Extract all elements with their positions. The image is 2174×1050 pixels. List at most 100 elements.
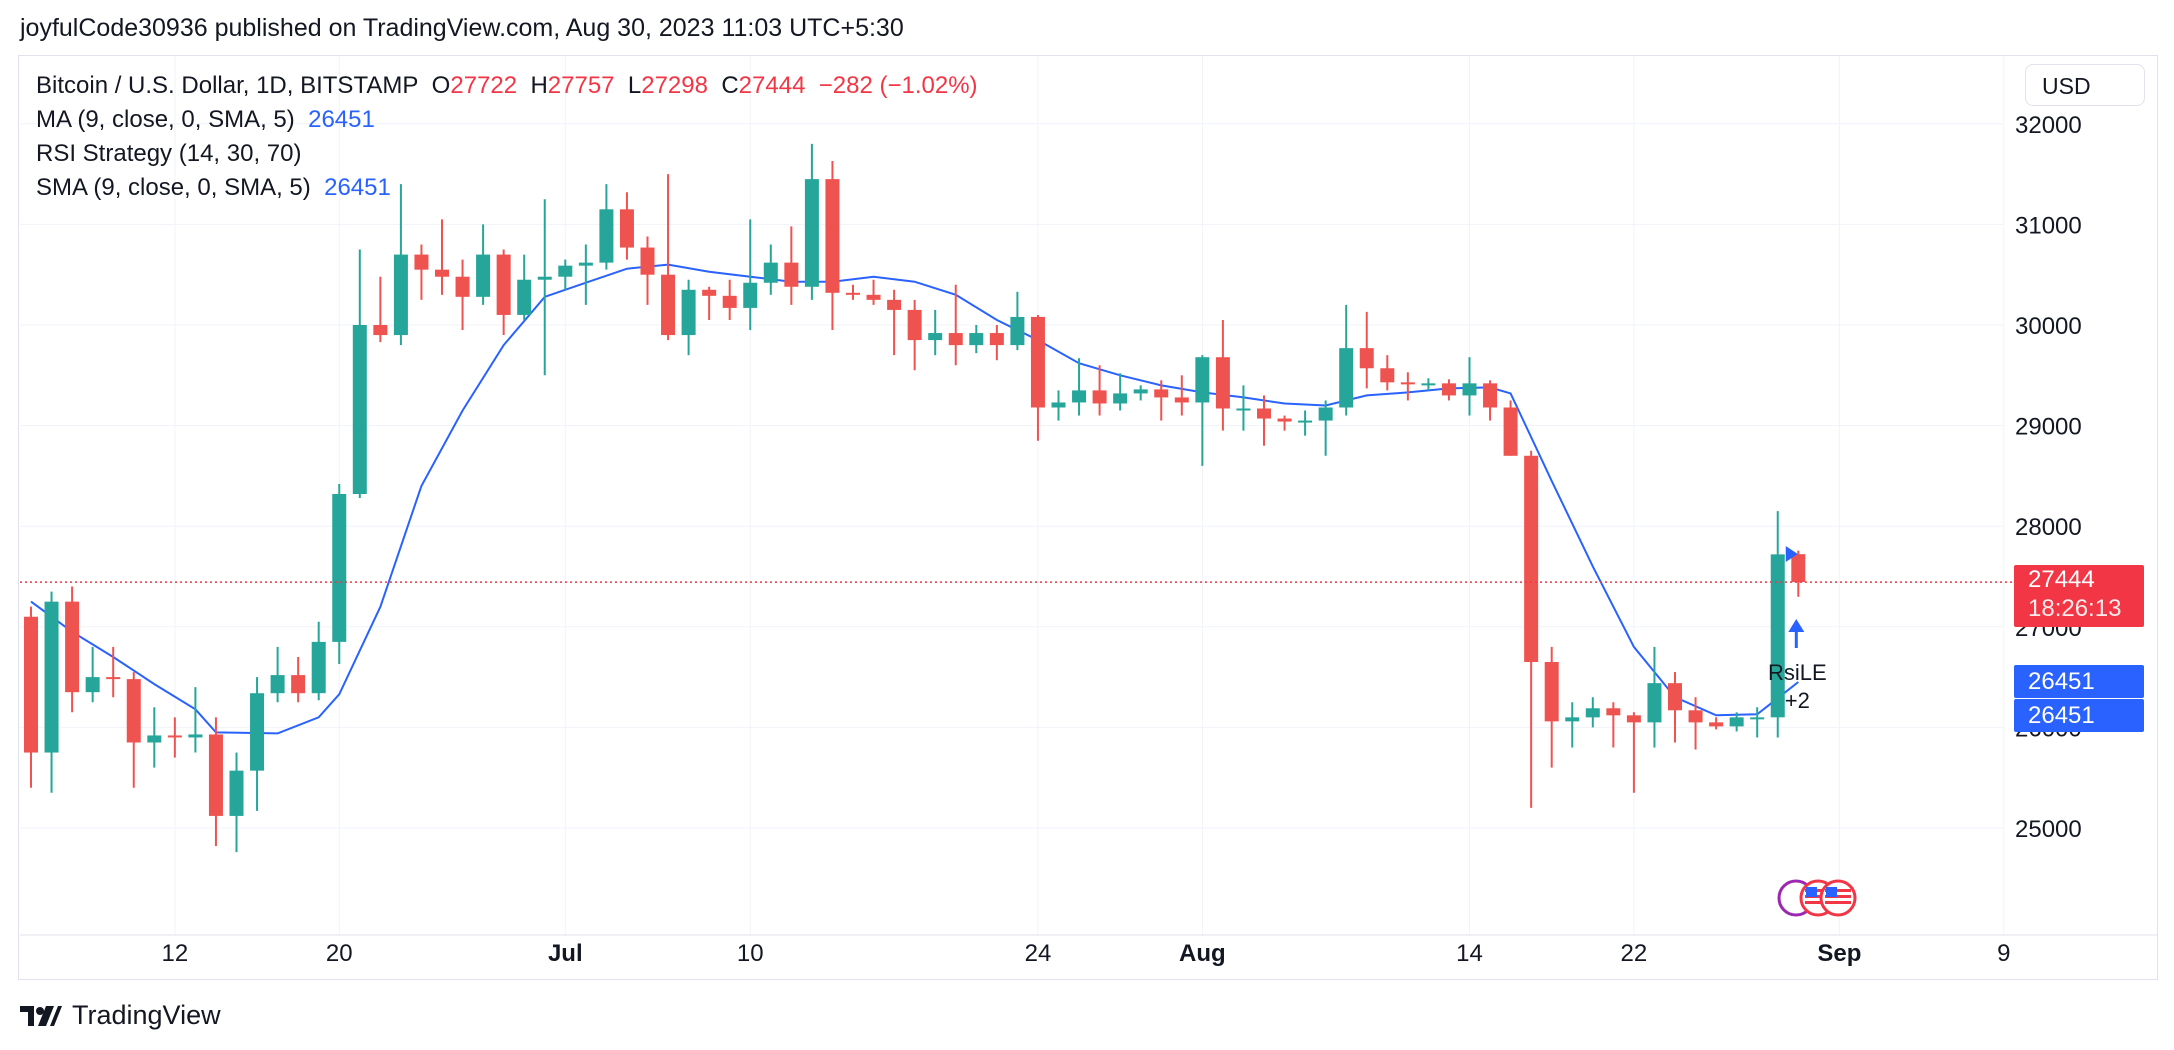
candle-body <box>517 279 532 315</box>
candle <box>887 289 902 356</box>
ohlc-change: −282 (−1.02%) <box>818 72 978 99</box>
time-axis: 12 20 Jul 10 24 Aug 14 22 Sep 9 <box>161 940 2010 967</box>
candle-body <box>1421 383 1436 386</box>
rsi-legend[interactable]: RSI Strategy (14, 30, 70) <box>36 140 301 168</box>
candle <box>65 586 80 713</box>
candle-body <box>1277 418 1292 422</box>
time-tick-label: Sep <box>1817 940 1861 967</box>
candle-body <box>1503 407 1518 456</box>
candle <box>1770 511 1785 738</box>
ohlc-high-value: 27757 <box>547 72 615 99</box>
candle-body <box>167 735 182 738</box>
last-price-tag: 27444 18:26:13 <box>2014 565 2144 627</box>
candle-body <box>1339 348 1354 408</box>
signal-size: +2 <box>1784 688 1810 713</box>
price-tick-label: 30000 <box>2015 313 2082 340</box>
rsi-legend-label: RSI Strategy (14, 30, 70) <box>36 140 302 167</box>
candle <box>1092 365 1107 416</box>
ma-price-tag-value: 26451 <box>2028 668 2095 695</box>
candle <box>1359 311 1374 389</box>
time-tick-label: 10 <box>737 940 764 967</box>
ma-legend[interactable]: MA (9, close, 0, SMA, 5) 26451 <box>36 106 375 134</box>
candle-body <box>558 265 573 277</box>
candle-body <box>1626 715 1641 723</box>
economic-events[interactable] <box>1776 878 1866 918</box>
candle-body <box>743 282 758 308</box>
candle-body <box>1791 554 1806 583</box>
candle <box>414 244 429 300</box>
candle <box>126 672 141 788</box>
candle <box>435 219 449 295</box>
candle-body <box>455 276 470 297</box>
price-axis: 2500026000270002800029000300003100032000 <box>2015 112 2082 843</box>
us-flag-icon[interactable] <box>1776 878 1866 918</box>
candle <box>1503 400 1518 456</box>
candle <box>1113 373 1128 411</box>
ma-polyline <box>30 263 1799 735</box>
candle-body <box>578 262 593 266</box>
candle-body <box>661 274 676 336</box>
candle-body <box>1565 717 1580 722</box>
candle-body <box>619 209 634 248</box>
candle-body <box>763 262 778 283</box>
candle <box>619 192 634 260</box>
price-tick-label: 31000 <box>2015 212 2082 239</box>
candle <box>1750 707 1765 738</box>
signal-label[interactable]: RsiLE +2 <box>1768 659 1827 715</box>
candle-body <box>804 179 819 287</box>
tradingview-logo[interactable]: TradingView <box>20 1000 221 1031</box>
candle <box>1072 358 1087 416</box>
candle <box>1791 550 1806 597</box>
candle <box>1010 291 1025 351</box>
candle-body <box>1030 316 1045 408</box>
candle-body <box>702 289 717 296</box>
candle-body <box>1606 708 1621 716</box>
candle-body <box>928 333 943 341</box>
candle <box>928 309 943 356</box>
candle-body <box>1092 390 1107 404</box>
candle-body <box>291 675 306 694</box>
candle <box>1441 379 1456 401</box>
candle <box>1174 375 1189 416</box>
candle-body <box>1113 393 1128 404</box>
candle <box>1236 385 1251 431</box>
sma-price-tag-value: 26451 <box>2028 702 2095 729</box>
candle <box>291 656 306 703</box>
ma-legend-label: MA (9, close, 0, SMA, 5) <box>36 106 295 133</box>
time-tick-label: 12 <box>161 940 188 967</box>
candle-body <box>1441 383 1456 396</box>
candle <box>1544 646 1559 768</box>
sma-legend[interactable]: SMA (9, close, 0, SMA, 5) 26451 <box>36 174 391 202</box>
symbol-legend[interactable]: Bitcoin / U.S. Dollar, 1D, BITSTAMP O277… <box>36 72 978 100</box>
candle <box>702 286 717 320</box>
candle <box>270 646 285 703</box>
symbol-name: Bitcoin / U.S. Dollar, 1D, BITSTAMP <box>36 72 419 99</box>
candle <box>1030 314 1045 441</box>
candle-body <box>1298 420 1313 423</box>
candle <box>743 219 758 331</box>
candle-body <box>1380 368 1395 383</box>
candle-body <box>65 601 80 693</box>
candle <box>640 236 655 305</box>
candle-body <box>1051 402 1066 408</box>
ma-price-tag: 26451 <box>2014 665 2144 698</box>
candle <box>784 226 799 305</box>
sma-legend-value: 26451 <box>324 174 391 201</box>
currency-button[interactable]: USD <box>2025 64 2145 106</box>
candle <box>907 299 922 371</box>
candle-body <box>126 679 141 743</box>
candle-body <box>969 333 984 346</box>
candle <box>1215 319 1230 431</box>
candle-body <box>1215 357 1230 409</box>
candle-body <box>1483 383 1498 408</box>
time-tick-label: Aug <box>1179 940 1226 967</box>
candle <box>804 143 819 300</box>
candle-body <box>208 734 223 816</box>
candle <box>537 199 552 376</box>
candle-body <box>1010 316 1025 346</box>
signal-name: RsiLE <box>1768 660 1827 685</box>
candle <box>1133 385 1148 401</box>
candle <box>948 284 963 366</box>
time-tick-label: 14 <box>1456 940 1483 967</box>
